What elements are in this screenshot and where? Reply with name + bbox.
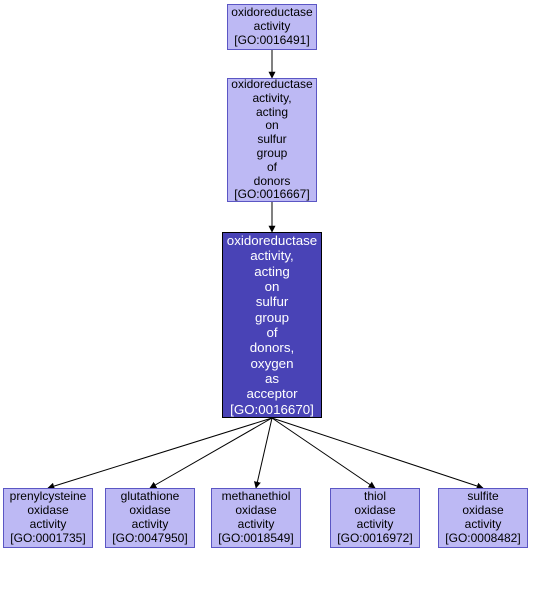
node-n1-line: activity bbox=[254, 20, 291, 34]
node-n2-line: of bbox=[267, 161, 277, 175]
node-n8-line: oxidase bbox=[462, 504, 503, 518]
edge-n3-n7 bbox=[272, 418, 375, 488]
node-n3-line: [GO:0016670] bbox=[230, 402, 314, 417]
node-n1-line: [GO:0016491] bbox=[234, 34, 309, 48]
node-n5-line: [GO:0047950] bbox=[112, 532, 187, 546]
node-n2-line: [GO:0016667] bbox=[234, 188, 309, 202]
node-n7-line: oxidase bbox=[354, 504, 395, 518]
node-n2-line: on bbox=[265, 119, 278, 133]
node-n8: sulfiteoxidaseactivity[GO:0008482] bbox=[438, 488, 528, 548]
node-n3-line: of bbox=[266, 325, 277, 340]
node-n4: prenylcysteineoxidaseactivity[GO:0001735… bbox=[3, 488, 93, 548]
node-n6-line: methanethiol bbox=[222, 490, 291, 504]
node-n4-line: oxidase bbox=[27, 504, 68, 518]
node-n7-line: activity bbox=[357, 518, 394, 532]
node-n4-line: activity bbox=[30, 518, 67, 532]
node-n8-line: [GO:0008482] bbox=[445, 532, 520, 546]
node-n5-line: oxidase bbox=[129, 504, 170, 518]
node-n2-line: activity, bbox=[252, 92, 291, 106]
edge-n3-n8 bbox=[272, 418, 483, 488]
node-n2-line: donors bbox=[254, 175, 291, 189]
node-n2-line: group bbox=[257, 147, 288, 161]
node-n1-line: oxidoreductase bbox=[231, 6, 312, 20]
node-n3-line: on bbox=[265, 279, 280, 294]
node-n3-line: as bbox=[265, 371, 279, 386]
node-n3-line: oxidoreductase bbox=[227, 233, 317, 248]
node-n3-line: oxygen bbox=[251, 356, 294, 371]
node-n2-line: acting bbox=[256, 106, 288, 120]
node-n4-line: [GO:0001735] bbox=[10, 532, 85, 546]
edge-n3-n5 bbox=[150, 418, 272, 488]
node-n7-line: thiol bbox=[364, 490, 386, 504]
node-n2-line: oxidoreductase bbox=[231, 78, 312, 92]
edge-n3-n6 bbox=[256, 418, 272, 488]
node-n4-line: prenylcysteine bbox=[10, 490, 87, 504]
node-n8-line: activity bbox=[465, 518, 502, 532]
node-n3-line: sulfur bbox=[256, 294, 289, 309]
node-n6-line: oxidase bbox=[235, 504, 276, 518]
node-n5-line: activity bbox=[132, 518, 169, 532]
node-n3: oxidoreductaseactivity,actingonsulfurgro… bbox=[222, 232, 322, 418]
node-n7: thioloxidaseactivity[GO:0016972] bbox=[330, 488, 420, 548]
node-n8-line: sulfite bbox=[467, 490, 498, 504]
node-n3-line: acceptor bbox=[246, 386, 297, 401]
node-n7-line: [GO:0016972] bbox=[337, 532, 412, 546]
node-n3-line: activity, bbox=[250, 248, 293, 263]
node-n6-line: activity bbox=[238, 518, 275, 532]
node-n6-line: [GO:0018549] bbox=[218, 532, 293, 546]
node-n3-line: donors, bbox=[250, 340, 294, 355]
node-n1: oxidoreductaseactivity[GO:0016491] bbox=[227, 4, 317, 50]
node-n5-line: glutathione bbox=[121, 490, 180, 504]
node-n5: glutathioneoxidaseactivity[GO:0047950] bbox=[105, 488, 195, 548]
node-n3-line: acting bbox=[254, 264, 290, 279]
node-n6: methanethioloxidaseactivity[GO:0018549] bbox=[211, 488, 301, 548]
node-n3-line: group bbox=[255, 310, 289, 325]
node-n2: oxidoreductaseactivity,actingonsulfurgro… bbox=[227, 78, 317, 202]
node-n2-line: sulfur bbox=[257, 133, 286, 147]
edge-n3-n4 bbox=[48, 418, 272, 488]
